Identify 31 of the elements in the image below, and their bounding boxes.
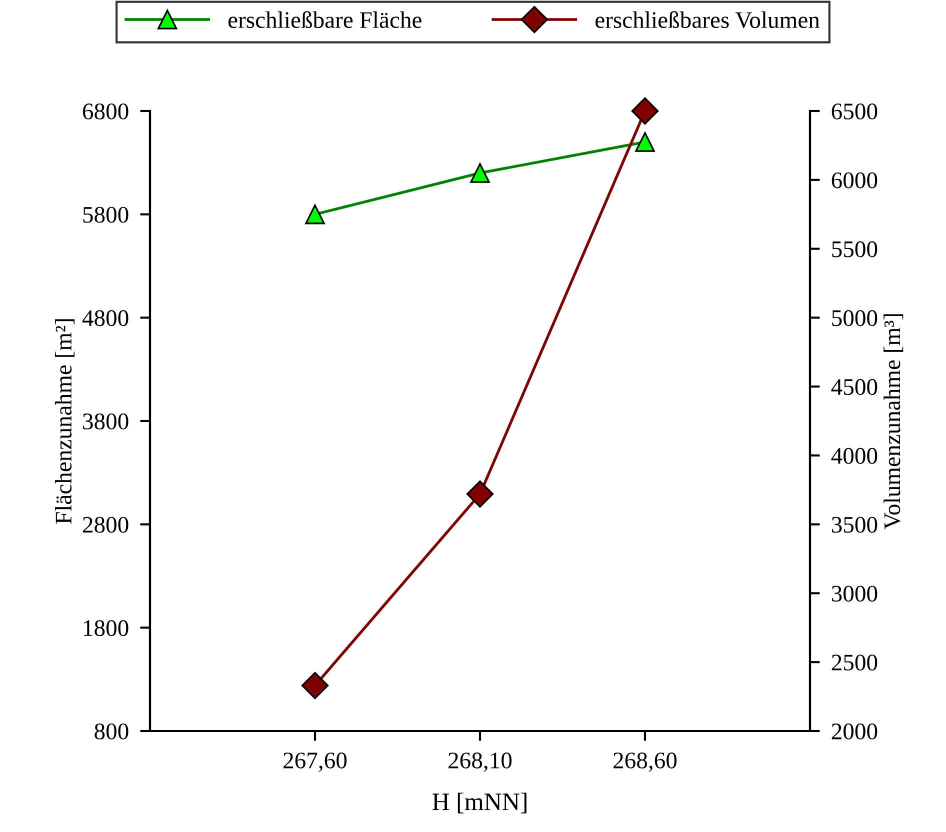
y2-tick-label: 3000 — [832, 586, 878, 602]
y-tick-label: 2800 — [82, 516, 128, 533]
legend-label: erschließbares Volumen — [596, 11, 820, 28]
y2-tick-label: 6000 — [832, 172, 878, 188]
y-tick-label: 3800 — [83, 413, 128, 430]
y-tick-label: 1800 — [84, 620, 128, 636]
point — [470, 163, 490, 183]
y2-tick-label: 5000 — [832, 310, 878, 326]
x-tick-label: 268,60 — [614, 752, 677, 772]
point — [305, 204, 325, 224]
y2-tick-label: 5500 — [832, 241, 878, 258]
y-tick-label: 6800 — [82, 103, 128, 120]
y-tick-label: 4800 — [82, 310, 128, 326]
y2-tick-label: 3500 — [832, 516, 878, 533]
point — [301, 672, 329, 700]
y-axis-title: Flächenzunahme [m²] — [54, 319, 75, 524]
legend-label: erschließbare Fläche — [228, 11, 422, 28]
x-tick-label: 267,60 — [284, 752, 347, 772]
y2-axis-title: Volumenzunahme [m³] — [884, 314, 904, 530]
y2-tick-label: 6500 — [832, 103, 878, 120]
y2-tick-label: 2500 — [832, 654, 878, 671]
x-axis-title: H [mNN] — [432, 792, 526, 814]
y2-tick-label: 4500 — [831, 379, 878, 395]
y2-tick-label: 2000 — [832, 723, 878, 740]
point — [466, 480, 494, 508]
point — [635, 132, 655, 152]
point — [631, 97, 659, 125]
x-tick-label: 268,10 — [448, 752, 512, 772]
y-tick-label: 5800 — [83, 206, 128, 223]
y2-tick-label: 4000 — [831, 448, 878, 464]
y-tick-label: 800 — [94, 723, 128, 740]
